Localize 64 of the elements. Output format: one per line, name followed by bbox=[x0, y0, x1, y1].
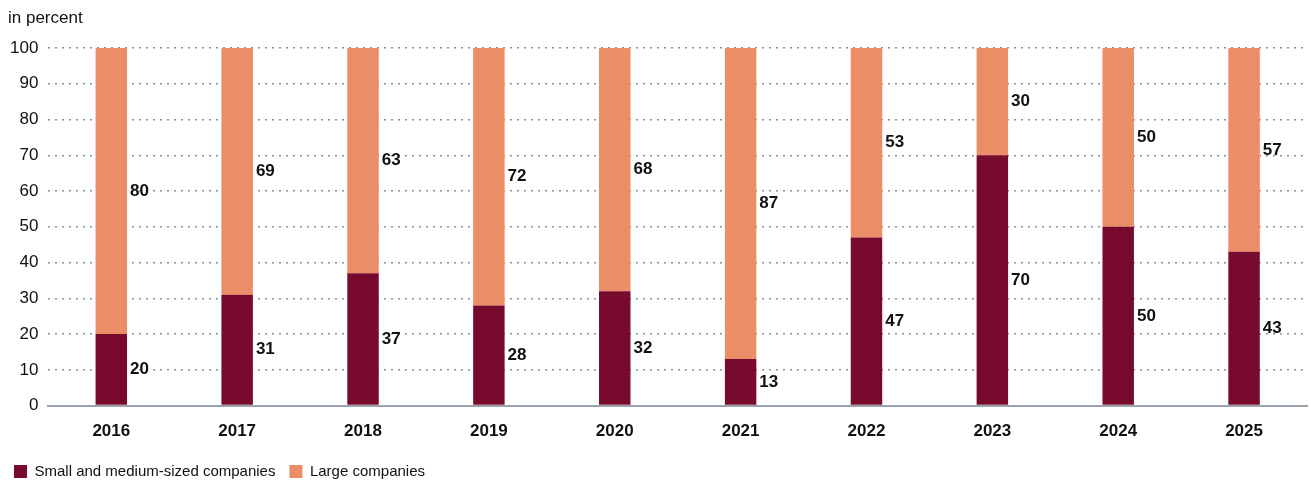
x-tick-label: 2021 bbox=[721, 421, 760, 441]
data-label: 63 bbox=[381, 150, 401, 170]
x-tick-label: 2016 bbox=[92, 421, 131, 441]
legend-label: Large companies bbox=[309, 461, 426, 479]
y-tick-label: 50 bbox=[19, 216, 39, 236]
y-tick-label: 80 bbox=[19, 109, 39, 129]
data-label: 43 bbox=[1262, 318, 1282, 338]
x-tick-label: 2025 bbox=[1225, 421, 1263, 441]
data-label: 80 bbox=[130, 180, 149, 200]
x-tick-label: 2024 bbox=[1099, 421, 1138, 441]
y-tick-label: 60 bbox=[19, 180, 39, 200]
x-tick-label: 2018 bbox=[344, 421, 382, 441]
data-label: 87 bbox=[759, 193, 779, 213]
bar bbox=[95, 48, 128, 335]
bar bbox=[221, 294, 253, 405]
bar bbox=[473, 48, 505, 306]
bar bbox=[347, 48, 379, 274]
data-label: 47 bbox=[885, 310, 905, 330]
x-tick-label: 2022 bbox=[847, 421, 886, 441]
data-label: 37 bbox=[381, 328, 401, 348]
y-tick-label: 0 bbox=[28, 395, 39, 415]
y-tick-label: 40 bbox=[19, 252, 39, 272]
data-label: 28 bbox=[507, 344, 527, 364]
y-tick-label: 20 bbox=[19, 323, 39, 343]
data-label: 57 bbox=[1262, 139, 1282, 159]
bar bbox=[599, 291, 631, 405]
y-tick-label: 100 bbox=[9, 37, 39, 57]
data-label: 70 bbox=[1011, 269, 1030, 289]
data-label: 31 bbox=[255, 339, 275, 359]
bar bbox=[95, 334, 128, 405]
bar bbox=[347, 273, 379, 405]
bar bbox=[1102, 226, 1134, 405]
y-tick-label: 90 bbox=[19, 73, 39, 93]
x-tick-label: 2023 bbox=[973, 421, 1012, 441]
y-tick-label: 10 bbox=[19, 359, 39, 379]
y-tick-label: 30 bbox=[19, 288, 39, 308]
bar bbox=[1228, 48, 1260, 252]
x-tick-label: 2017 bbox=[218, 421, 257, 441]
bar bbox=[724, 48, 757, 360]
data-label: 30 bbox=[1011, 91, 1030, 111]
bar bbox=[724, 359, 757, 405]
bar bbox=[976, 48, 1009, 156]
bar bbox=[850, 48, 883, 238]
bar bbox=[1228, 251, 1260, 405]
x-tick-label: 2019 bbox=[469, 421, 508, 441]
data-label: 53 bbox=[885, 132, 905, 152]
bar bbox=[599, 48, 631, 292]
x-tick-label: 2020 bbox=[595, 421, 634, 441]
bar bbox=[221, 48, 253, 295]
data-label: 50 bbox=[1136, 305, 1156, 325]
data-label: 13 bbox=[759, 371, 779, 391]
data-label: 68 bbox=[633, 159, 653, 179]
data-label: 50 bbox=[1136, 127, 1156, 147]
legend-label: Small and medium-sized companies bbox=[34, 461, 276, 479]
data-label: 69 bbox=[255, 161, 275, 181]
data-label: 72 bbox=[507, 166, 527, 186]
y-tick-label: 70 bbox=[19, 144, 39, 164]
y-axis-title: in percent bbox=[8, 8, 83, 28]
bar bbox=[473, 305, 505, 405]
bar bbox=[850, 237, 883, 405]
data-label: 32 bbox=[633, 337, 653, 357]
data-label: 20 bbox=[130, 359, 149, 379]
bar bbox=[976, 155, 1009, 405]
bar bbox=[1102, 48, 1134, 227]
